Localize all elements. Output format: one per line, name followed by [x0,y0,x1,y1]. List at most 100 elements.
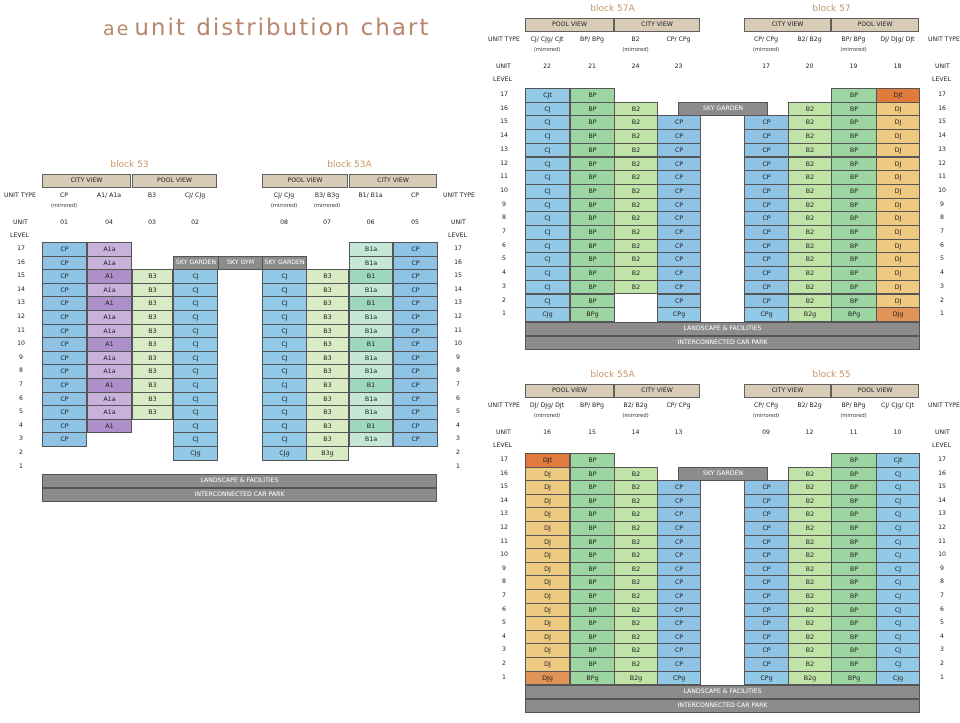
unit-cell: A1a [87,405,132,420]
unit-cell: BP [570,657,615,672]
unit-cell: CPg [657,670,701,686]
unit-number: 08 [280,219,288,226]
unit-cell: BP [831,466,877,482]
unit-label: UNIT [935,429,950,436]
mirrored-note: (mirrored) [270,203,298,209]
unit-cell: DJ [525,561,570,577]
unit-cell: DJ [525,657,570,672]
level-number: 10 [454,340,462,348]
unit-number: 22 [543,63,551,70]
unit-cell: B2 [788,466,832,482]
unit-cell: CP [744,279,789,295]
unit-number: 13 [674,429,683,436]
unit-cell: CP [393,350,438,366]
unit-cell: BP [831,115,877,131]
mirrored-note: (mirrored) [840,413,867,419]
unit-cell: BP [570,480,615,495]
unit-cell: CP [744,225,789,240]
unit-cell: B3 [306,323,349,339]
unit-cell: CJ [876,466,920,482]
unit-cell: BP [570,225,615,240]
unit-cell: BP [831,211,877,226]
level-label: LEVEL [493,76,512,83]
unit-cell: CP [744,211,789,226]
unit-cell: A1 [87,296,132,311]
view-header: POOL VIEW [525,18,614,32]
unit-cell: A1 [87,378,132,393]
unit-cell: CP [393,391,438,407]
level-number: 11 [500,173,508,181]
unit-cell: DJ [525,629,570,645]
level-number: 15 [454,272,462,280]
unit-cell: B2 [788,101,832,117]
unit-number: 01 [60,219,68,226]
unit-cell: BP [570,266,615,281]
level-number: 14 [17,285,25,293]
unit-cell: B1a [349,432,393,447]
unit-cell: DJ [525,643,570,658]
unit-cell: BP [570,575,615,590]
car-park-bar: INTERCONNECTED CAR PARK [42,488,437,503]
unit-cell: B3 [306,405,349,420]
mirrored-note: (mirrored) [533,413,561,419]
unit-cell: CJ [876,643,920,658]
level-number: 13 [17,299,25,307]
level-number: 17 [500,456,508,463]
unit-cell: B3 [132,296,173,311]
unit-cell: B2 [788,602,832,618]
mirrored-note: (mirrored) [840,47,867,53]
unit-cell: CP [657,238,701,254]
unit-cell: CP [744,238,789,254]
level-number: 14 [500,496,508,504]
unit-number: 10 [893,429,902,436]
sky-amenity: SKY GARDEN [173,255,219,271]
unit-cell: CJ [525,101,570,117]
unit-cell: B1a [349,255,393,271]
view-header: POOL VIEW [132,174,217,188]
unit-type: CP [410,192,420,199]
level-number: 16 [500,104,508,112]
view-header: CITY VIEW [614,18,700,32]
unit-label: UNIT [935,63,950,70]
level-number: 12 [500,159,508,167]
unit-cell: B3 [132,405,173,420]
unit-cell: BP [570,142,615,158]
unit-cell: CP [42,337,87,352]
unit-cell: CJ [525,170,570,185]
unit-cell: B2 [614,521,658,536]
unit-cell: B2 [614,142,658,158]
unit-cell: B1a [349,364,393,379]
unit-cell: BP [570,252,615,268]
unit-cell: B2 [788,493,832,509]
unit-cell: B2 [788,507,832,522]
level-number: 13 [454,299,462,307]
unit-cell: BP [831,142,877,158]
unit-cell: B3 [306,269,349,284]
unit-type: DJ/ DJg/ DJt [880,36,915,43]
block-title: block 53 [110,160,149,170]
unit-cell: CP [657,129,701,144]
mirrored-note: (mirrored) [50,203,78,209]
unit-cell: CP [744,266,789,281]
unit-cell: CJ [876,561,920,577]
unit-cell: BP [570,561,615,577]
level-number: 1 [502,673,506,681]
level-number: 16 [17,258,25,266]
unit-cell: CJ [173,323,218,339]
unit-cell: B2 [788,252,832,268]
unit-cell: BP [831,589,877,604]
level-number: 10 [500,551,508,559]
unit-cell: BP [831,88,877,103]
unit-cell: CP [657,657,701,672]
unit-cell: A1a [87,350,132,366]
level-number: 9 [502,200,506,208]
unit-cell: B2 [788,575,832,590]
unit-cell: CJ [173,432,218,447]
unit-cell: B2 [614,211,658,226]
view-header: POOL VIEW [262,174,348,188]
unit-cell: B3 [132,282,173,298]
unit-cell: CP [657,480,701,495]
unit-type-label: UNIT TYPE [928,402,960,409]
unit-cell: B2 [788,142,832,158]
level-number: 1 [940,310,944,318]
